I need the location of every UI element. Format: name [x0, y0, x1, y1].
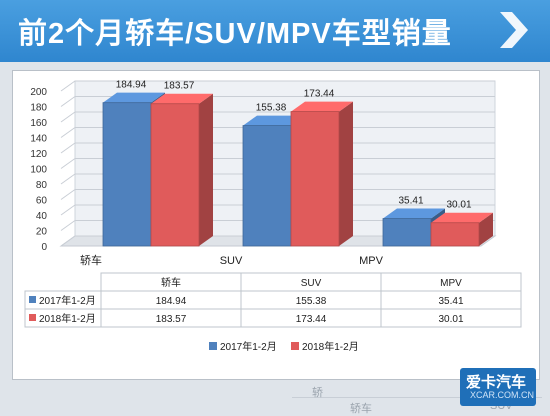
peek-label-a: 轿: [312, 387, 323, 399]
watermark-logo: 爱卡汽车 XCAR.COM.CN: [460, 368, 536, 406]
grid-line: [60, 80, 76, 92]
bar-top: [383, 208, 445, 219]
y-tick-label: 40: [36, 211, 48, 222]
legend-swatch: [291, 342, 299, 350]
bar-top: [243, 115, 305, 126]
table-cell: 183.57: [156, 314, 187, 325]
bar-side: [339, 101, 353, 246]
title-banner: 前2个月轿车/SUV/MPV车型销量: [0, 0, 550, 62]
legend-label: 2018年1-2月: [302, 340, 359, 353]
table-header-cell: MPV: [440, 278, 462, 289]
grid-line: [60, 127, 76, 138]
data-label: 35.41: [398, 196, 423, 207]
table-series-label: 2018年1-2月: [39, 312, 96, 325]
bar-side: [479, 212, 493, 246]
table-cell: 155.38: [296, 296, 327, 307]
grid-line: [60, 142, 76, 154]
grid-line: [60, 173, 76, 185]
watermark-domain: XCAR.COM.CN: [470, 390, 535, 400]
peek-label-b: 轿车: [350, 403, 372, 415]
bar: [102, 102, 152, 247]
grid-line: [60, 220, 76, 231]
table-cell: 173.44: [296, 314, 327, 325]
bar: [242, 125, 292, 247]
data-label: 184.94: [116, 80, 147, 91]
legend-swatch: [209, 342, 217, 350]
bar: [150, 103, 200, 247]
grid-line: [60, 111, 76, 123]
y-tick-label: 160: [30, 118, 47, 129]
bar-chart: 0 20 40 60 80 100 120 140 160 180 200 184.94 183.57 轿…: [24, 80, 522, 353]
bar-side: [199, 93, 213, 246]
table-header-cell: 轿车: [161, 276, 181, 289]
bar-top: [151, 93, 213, 104]
chart-card: 0 20 40 60 80 100 120 140 160 180 200 184.94 183.57 轿…: [12, 70, 540, 380]
legend-label: 2017年1-2月: [220, 340, 277, 353]
bar-top: [431, 212, 493, 223]
x-tick-label: SUV: [220, 255, 243, 267]
table-header-cell: SUV: [301, 278, 322, 289]
chevron-right-icon: [500, 12, 528, 48]
grid-line: [60, 204, 76, 216]
table-series-swatch: [29, 296, 36, 303]
grid-line: [60, 189, 76, 200]
grid-line: [60, 96, 76, 107]
x-tick-label: MPV: [359, 255, 384, 267]
y-tick-label: 140: [30, 134, 47, 145]
watermark-brand: 爱卡汽车: [466, 374, 527, 391]
y-tick-label: 180: [30, 103, 47, 114]
bar: [382, 218, 432, 247]
y-tick-label: 120: [30, 149, 47, 160]
table-series-swatch: [29, 314, 36, 321]
page-title: 前2个月轿车/SUV/MPV车型销量: [18, 18, 452, 50]
grid-line: [60, 158, 76, 169]
divider: [292, 397, 542, 398]
table-cell: 184.94: [156, 296, 187, 307]
y-tick-label: 20: [36, 227, 48, 238]
bar-top: [103, 92, 165, 103]
y-tick-label: 100: [30, 165, 47, 176]
y-tick-label: 80: [36, 180, 48, 191]
data-label: 183.57: [164, 81, 195, 92]
bar-top: [291, 101, 353, 112]
table-series-label: 2017年1-2月: [39, 294, 96, 307]
y-tick-label: 0: [41, 242, 47, 253]
data-label: 30.01: [446, 200, 471, 211]
data-label: 155.38: [256, 103, 287, 114]
data-label: 173.44: [304, 89, 335, 100]
bar: [430, 222, 480, 247]
y-tick-label: 200: [30, 87, 47, 98]
bar: [290, 111, 340, 247]
table-cell: 35.41: [438, 296, 463, 307]
y-tick-label: 60: [36, 196, 48, 207]
x-tick-label: 轿车: [80, 253, 102, 267]
grid-line: [60, 235, 76, 247]
table-row: [24, 308, 522, 328]
table-cell: 30.01: [438, 314, 463, 325]
